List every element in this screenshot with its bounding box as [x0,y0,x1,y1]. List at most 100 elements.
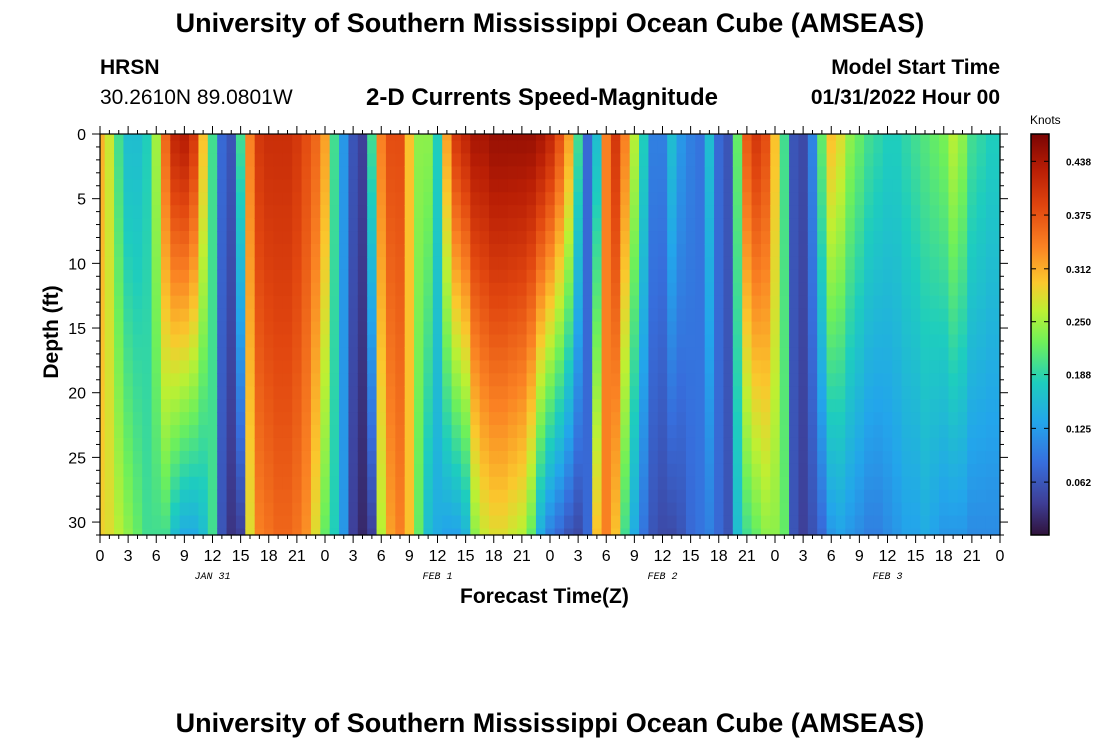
heatmap-cell [807,360,818,374]
heatmap-cell [367,476,378,491]
heatmap-cell [639,153,650,167]
heatmap-cell [517,437,528,452]
heatmap-cell [854,308,865,323]
x-tick-label: 15 [682,548,700,565]
heatmap-cell [470,399,481,413]
heatmap-cell [479,256,490,271]
heatmap-cell [357,437,368,452]
heatmap-cell [198,192,209,206]
heatmap-cell [189,321,200,336]
heatmap-cell [385,373,396,387]
heatmap-cell [432,140,443,155]
heatmap-cell [601,256,612,271]
heatmap-cell [301,308,312,323]
heatmap-cell [132,386,143,400]
heatmap-cell [142,205,153,219]
heatmap-cell [376,192,387,206]
heatmap-cell [826,218,837,232]
heatmap-cell [282,282,293,297]
heatmap-cell [789,489,800,504]
heatmap-cell [517,256,528,271]
heatmap-cell [432,218,443,232]
heatmap-cell [835,502,846,517]
heatmap-cell [957,134,968,142]
heatmap-cell [779,321,790,336]
heatmap-cell [751,476,762,491]
heatmap-cell [301,476,312,491]
heatmap-cell [976,373,987,387]
heatmap-cell [817,231,828,245]
heatmap-cell [235,282,246,297]
heatmap-cell [948,295,959,310]
heatmap-cell [901,153,912,167]
heatmap-cell [714,502,725,517]
heatmap-cell [460,515,471,530]
heatmap-cell [976,425,987,439]
heatmap-cell [826,166,837,180]
heatmap-cell [779,489,790,504]
heatmap-cell [404,334,415,349]
heatmap-cell [957,243,968,258]
heatmap-cell [554,373,565,387]
heatmap-cell [976,256,987,271]
heatmap-cell [245,282,256,297]
heatmap-cell [770,140,781,155]
heatmap-cell [845,218,856,232]
heatmap-cell [601,412,612,426]
heatmap-cell [873,360,884,374]
heatmap-cell [601,360,612,374]
heatmap-cell [151,412,162,426]
heatmap-cell [414,243,425,258]
heatmap-cell [545,450,556,465]
heatmap-cell [198,153,209,167]
heatmap-cell [160,347,171,361]
heatmap-cell [676,153,687,167]
heatmap-cell [798,153,809,167]
heatmap-cell [817,308,828,323]
heatmap-cell [770,412,781,426]
heatmap-cell [132,321,143,336]
x-tick-label: 0 [771,548,780,565]
heatmap-cell [414,347,425,361]
heatmap-cell [329,231,340,245]
heatmap-cell [845,269,856,284]
heatmap-cell [835,153,846,167]
heatmap-cell [807,373,818,387]
heatmap-cell [695,489,706,504]
heatmap-cell [751,321,762,336]
heatmap-cell [132,502,143,517]
heatmap-cell [779,528,790,536]
heatmap-cell [254,425,265,439]
heatmap-cell [864,528,875,536]
heatmap-cell [854,399,865,413]
heatmap-cell [189,282,200,297]
heatmap-cell [282,347,293,361]
heatmap-cell [976,502,987,517]
heatmap-cell [779,282,790,297]
heatmap-cell [742,347,753,361]
heatmap-cell [657,450,668,465]
heatmap-cell [189,295,200,310]
heatmap-cell [995,256,1001,271]
heatmap-cell [442,425,453,439]
heatmap-cell [939,412,950,426]
heatmap-cell [498,412,509,426]
heatmap-cell [929,437,940,452]
heatmap-cell [826,134,837,142]
heatmap-cell [573,153,584,167]
heatmap-cell [245,134,256,142]
heatmap-cell [264,334,275,349]
heatmap-cell [976,321,987,336]
heatmap-cell [545,282,556,297]
heatmap-cell [939,515,950,530]
heatmap-cell [545,205,556,219]
heatmap-cell [760,437,771,452]
heatmap-cell [507,502,518,517]
heatmap-cell [442,476,453,491]
heatmap-cell [132,153,143,167]
heatmap-cell [995,243,1001,258]
heatmap-cell [929,334,940,349]
heatmap-cell [620,463,631,478]
heatmap-cell [329,166,340,180]
heatmap-cell [685,360,696,374]
